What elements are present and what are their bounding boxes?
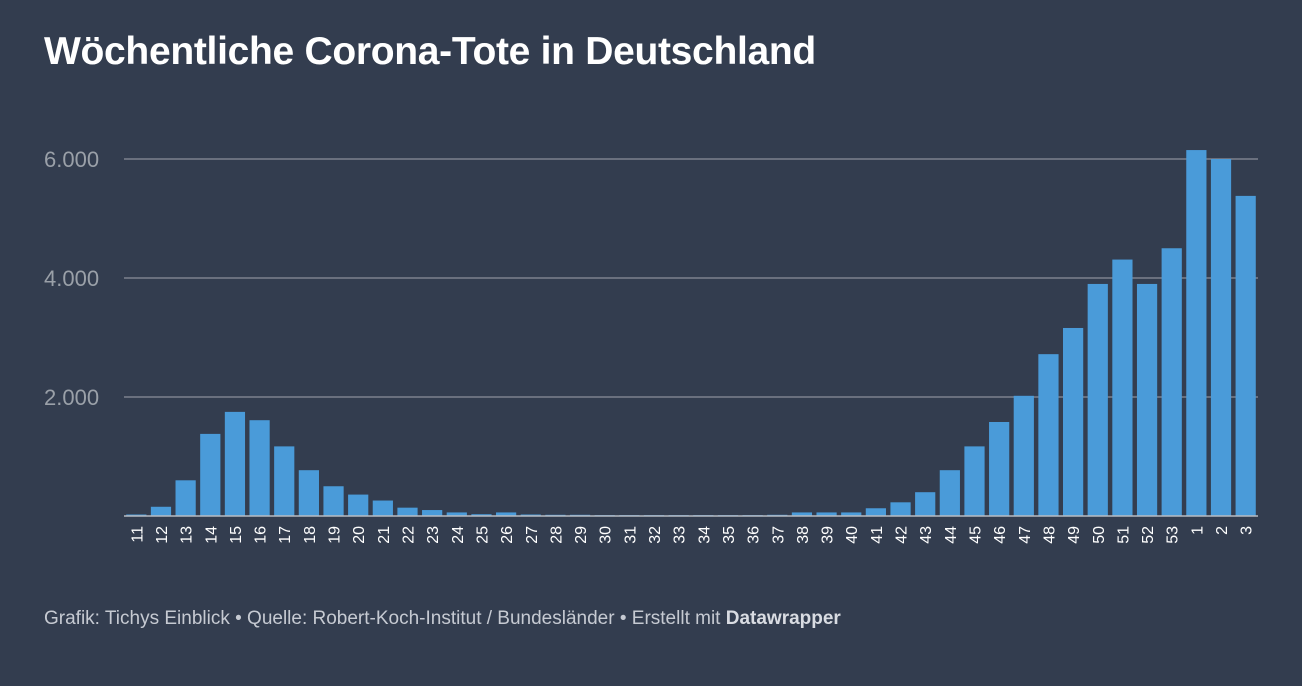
bar[interactable] [1136, 283, 1158, 516]
x-tick-label: 18 [302, 526, 319, 544]
x-tick-label: 28 [548, 526, 565, 544]
x-tick-label: 44 [943, 526, 960, 544]
bar[interactable] [1161, 248, 1182, 516]
x-tick-label: 53 [1165, 526, 1182, 544]
bar[interactable] [1063, 327, 1084, 516]
x-tick-label: 24 [450, 526, 467, 544]
x-tick-label: 39 [820, 526, 837, 544]
x-tick-label: 17 [277, 526, 294, 544]
x-tick-label: 46 [992, 526, 1009, 544]
x-tick-label: 38 [795, 526, 812, 544]
bar[interactable] [496, 512, 517, 516]
x-tick-label: 20 [351, 526, 368, 544]
x-tick-label: 43 [918, 526, 935, 544]
x-tick-label: 36 [746, 526, 763, 544]
bar[interactable] [175, 480, 196, 516]
x-tick-label: 14 [203, 526, 220, 544]
x-tick-label: 40 [844, 526, 861, 544]
bar[interactable] [1013, 395, 1034, 516]
x-tick-label: 51 [1115, 526, 1132, 544]
x-tick-label: 35 [721, 526, 738, 544]
bar[interactable] [397, 507, 418, 516]
bar[interactable] [446, 512, 467, 516]
x-tick-label: 1 [1189, 526, 1206, 535]
bars [126, 150, 1256, 517]
x-tick-label: 41 [869, 526, 886, 544]
bar[interactable] [915, 492, 936, 516]
bar[interactable] [150, 506, 172, 516]
y-tick-label: 6.000 [44, 147, 99, 172]
x-tick-label: 26 [499, 526, 516, 544]
x-tick-label: 47 [1017, 526, 1034, 544]
x-tick-label: 2 [1214, 526, 1231, 535]
bar[interactable] [791, 512, 813, 516]
bar[interactable] [372, 500, 393, 516]
x-tick-label: 48 [1041, 526, 1058, 544]
x-tick-label: 13 [179, 526, 196, 544]
x-tick-label: 32 [647, 526, 664, 544]
x-tick-label: 31 [622, 526, 639, 544]
x-tick-label: 30 [598, 526, 615, 544]
bar[interactable] [471, 514, 492, 516]
bar[interactable] [422, 510, 443, 516]
bar[interactable] [200, 433, 221, 516]
bar[interactable] [323, 486, 344, 516]
x-tick-label: 3 [1239, 526, 1256, 535]
bar[interactable] [841, 512, 862, 516]
x-tick-label: 23 [425, 526, 442, 544]
x-tick-label: 21 [376, 526, 393, 544]
x-axis-ticks: 11 12 13 14 15 16 17 18 19 20 21 22 23 24 25 26 27 28 29 30… [129, 526, 1255, 544]
x-tick-label: 45 [968, 526, 985, 544]
bar[interactable] [890, 502, 911, 516]
x-tick-label: 27 [524, 526, 541, 544]
x-tick-label: 19 [327, 526, 344, 544]
bar[interactable] [964, 446, 985, 516]
bar[interactable] [348, 494, 369, 516]
x-tick-label: 42 [894, 526, 911, 544]
bar[interactable] [939, 470, 960, 516]
x-tick-label: 34 [696, 526, 713, 544]
footer: Grafik: Tichys Einblick • Quelle: Robert… [44, 608, 841, 630]
footer-brand[interactable]: Datawrapper [725, 608, 841, 629]
y-axis-ticks: 2.000 4.000 6.000 [44, 147, 99, 410]
x-tick-label: 49 [1066, 526, 1083, 544]
bar[interactable] [298, 470, 319, 516]
bar[interactable] [1112, 259, 1133, 516]
x-tick-label: 12 [154, 526, 171, 544]
y-tick-label: 2.000 [44, 385, 99, 410]
x-tick-label: 37 [770, 526, 787, 544]
x-tick-label: 50 [1091, 526, 1108, 544]
bar[interactable] [1186, 150, 1207, 516]
x-tick-label: 25 [474, 526, 491, 544]
bar[interactable] [865, 508, 886, 516]
bar[interactable] [1087, 283, 1108, 516]
bar[interactable] [249, 420, 270, 516]
bar[interactable] [1235, 195, 1256, 516]
x-tick-label: 33 [672, 526, 689, 544]
bar[interactable] [224, 411, 246, 517]
bar[interactable] [989, 421, 1010, 516]
x-tick-label: 29 [573, 526, 590, 544]
bar[interactable] [1038, 354, 1059, 516]
bar[interactable] [1210, 159, 1232, 516]
footer-source: Grafik: Tichys Einblick • Quelle: Robert… [44, 608, 726, 629]
y-tick-label: 4.000 [44, 266, 99, 291]
x-tick-label: 11 [129, 526, 146, 543]
bar[interactable] [274, 446, 295, 516]
x-tick-label: 52 [1140, 526, 1157, 544]
x-tick-label: 22 [401, 526, 418, 544]
x-tick-label: 16 [253, 526, 270, 544]
bar[interactable] [816, 512, 837, 516]
x-tick-label: 15 [228, 526, 245, 544]
chart-title: Wöchentliche Corona-Tote in Deutschland [44, 30, 816, 73]
